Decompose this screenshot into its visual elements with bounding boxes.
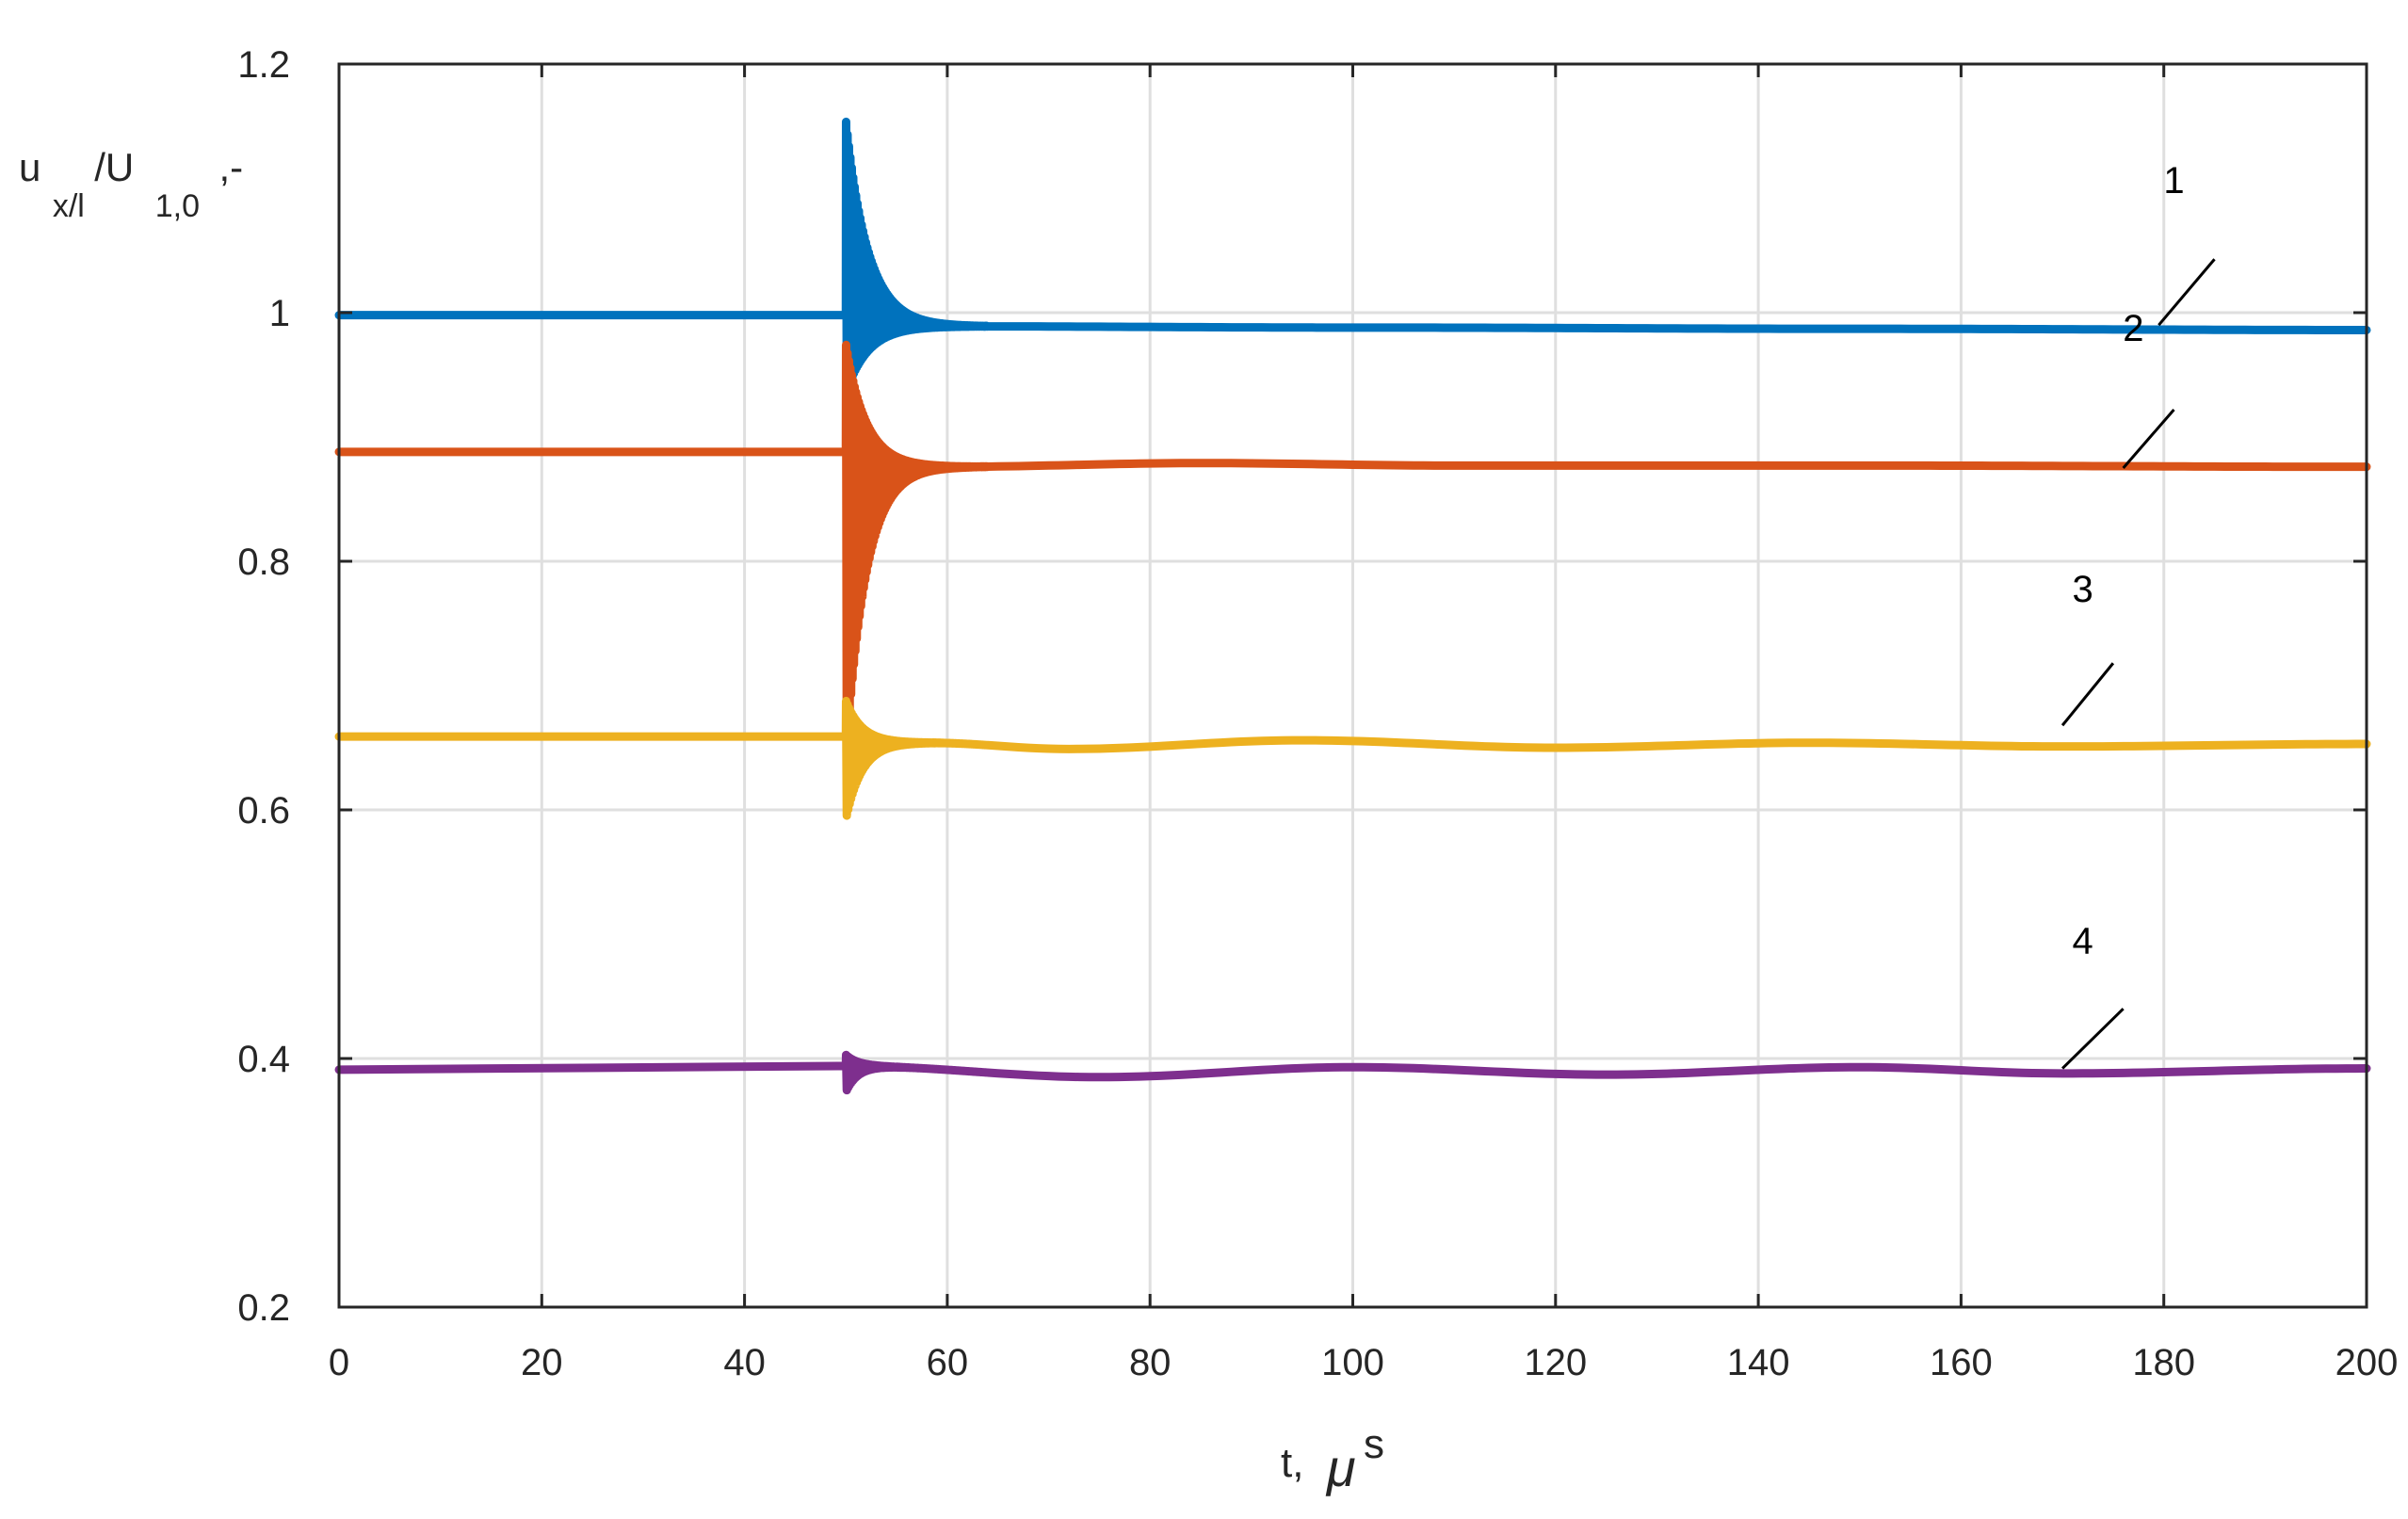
y-label-u: u [19,145,40,189]
curve-labels: 1 2 3 4 [2061,160,2216,1070]
plot-series [334,117,2371,1095]
curve-leader-3 [2061,662,2115,727]
y-tick-label: 0.2 [237,1287,290,1329]
y-tick-label: 1 [269,293,290,334]
curve-label-2: 2 [2123,308,2143,349]
curve-label-3: 3 [2072,569,2093,610]
x-label-mu: μ [1325,1438,1356,1497]
x-label-t: t, [1281,1440,1303,1486]
x-tick-label: 200 [2335,1342,2399,1383]
x-tick-label: 140 [1727,1342,1790,1383]
x-tick-label: 20 [521,1342,563,1383]
x-tick-label: 80 [1129,1342,1172,1383]
curve-label-4: 4 [2072,921,2093,962]
y-tick-label: 1.2 [237,44,290,86]
y-label-tail: ,- [218,145,243,189]
series-line-1 [334,117,2371,396]
curve-leader-4 [2061,1008,2125,1070]
y-label-over-u: /U [94,145,134,189]
x-tick-label: 60 [927,1342,969,1383]
x-tick-label: 160 [1930,1342,1993,1383]
curve-leader-1 [2158,258,2216,327]
series-line-4 [334,1050,2371,1095]
y-tick-label: 0.6 [237,790,290,832]
x-tick-labels: 0 20 40 60 80 100 120 140 160 180 200 [329,1342,2399,1383]
curve-label-1: 1 [2163,160,2184,202]
series-line-3 [334,696,2371,820]
x-tick-label: 40 [723,1342,766,1383]
curve-leader-2 [2122,408,2175,469]
x-tick-label: 0 [329,1342,349,1383]
y-label-subscript-2: 1,0 [155,188,200,224]
x-tick-label: 120 [1524,1342,1587,1383]
y-tick-labels: 0.2 0.4 0.6 0.8 1 1.2 [237,44,290,1329]
y-tick-label: 0.4 [237,1039,290,1080]
x-axis-label: t, μ s [1281,1421,1384,1497]
series-line-2 [334,340,2371,751]
axis-ticks [337,62,2368,1309]
y-axis-label: u x/l /U 1,0 ,- [19,145,243,224]
y-tick-label: 0.8 [237,541,290,583]
x-label-superscript: s [1364,1421,1384,1467]
x-tick-label: 100 [1321,1342,1384,1383]
x-tick-label: 180 [2132,1342,2195,1383]
y-label-subscript-1: x/l [53,188,85,224]
